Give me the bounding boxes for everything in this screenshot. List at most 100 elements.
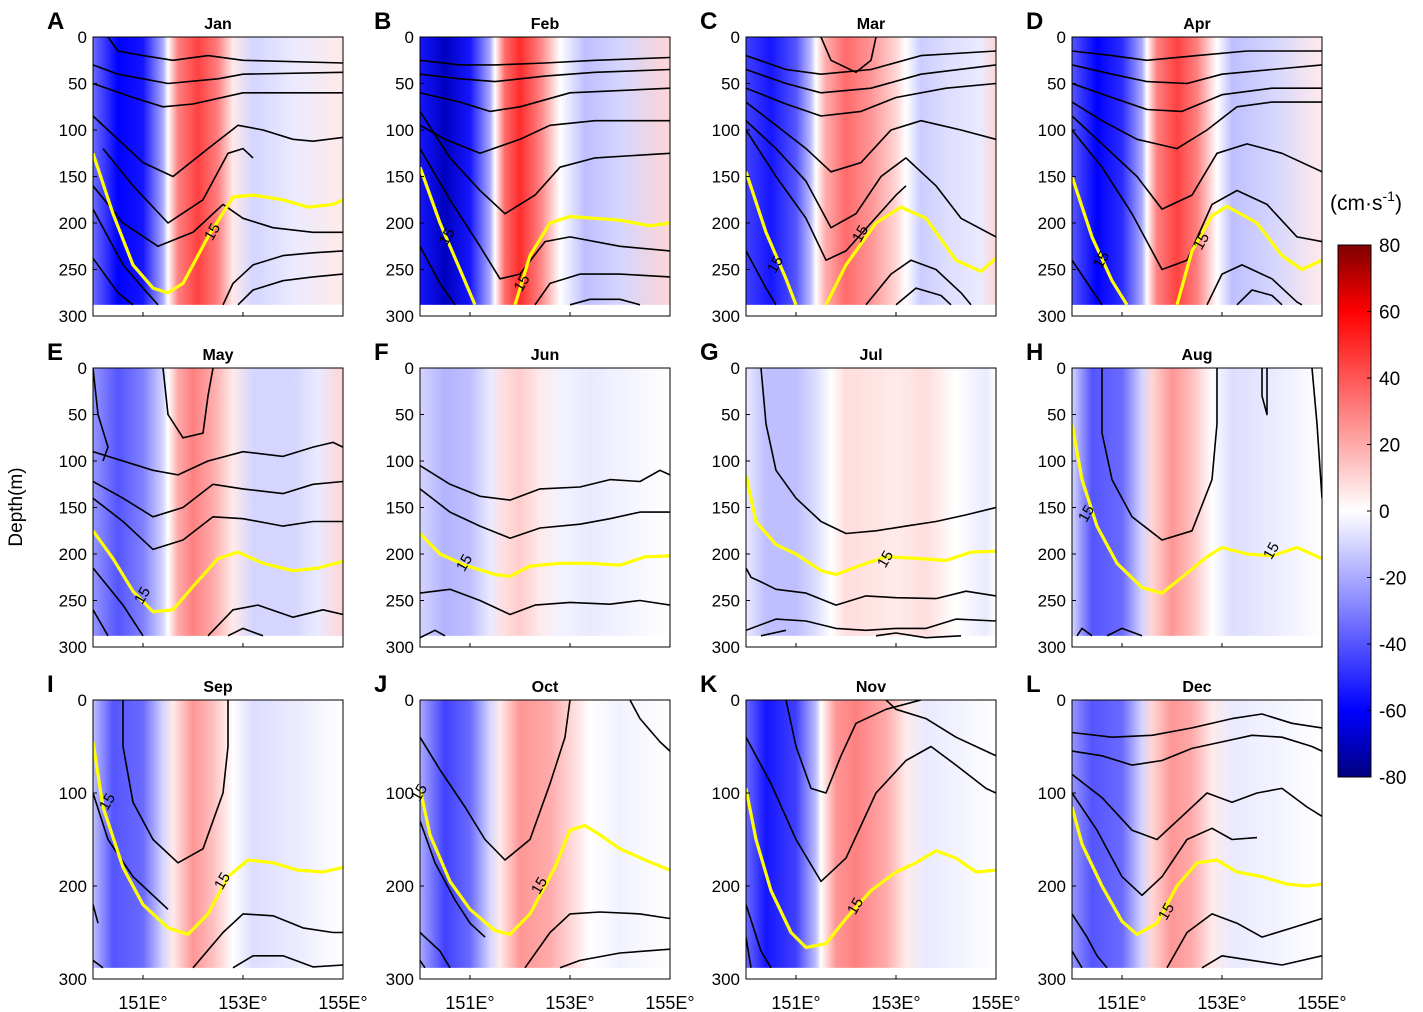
y-tick-label: 0 — [78, 359, 87, 378]
contour-label: 15 — [844, 895, 867, 918]
temperature-contour — [1072, 101, 1322, 150]
y-tick-label: 50 — [1047, 406, 1066, 425]
isotherm-15 — [1072, 806, 1322, 936]
y-tick-label: 0 — [731, 359, 740, 378]
colorbar-tick-label: -80 — [1379, 768, 1406, 789]
temperature-contour — [1166, 913, 1322, 969]
colorbar-tick-label: 0 — [1379, 502, 1390, 523]
isotherm-15 — [93, 529, 343, 614]
y-tick-label: 150 — [1038, 499, 1066, 518]
temperature-contour — [746, 904, 772, 969]
panel-nov: 15 0 100 200 300 151E° 153E° 155E° Nov K — [700, 671, 1021, 1012]
y-tick-label: 0 — [78, 691, 87, 710]
temperature-contour — [895, 287, 952, 306]
temperature-contour — [746, 736, 996, 883]
colorbar-unit-label: (cm·s-1) — [1330, 188, 1402, 215]
temperature-contour — [420, 700, 571, 861]
y-tick-label: 250 — [712, 592, 740, 611]
velocity-field — [93, 700, 343, 968]
x-tick-label: 155E° — [1297, 993, 1346, 1012]
contour-group — [93, 700, 343, 969]
y-tick-label: 150 — [59, 499, 87, 518]
panel-letter: L — [1026, 671, 1041, 698]
y-tick-label: 100 — [1038, 452, 1066, 471]
temperature-contour — [524, 911, 670, 969]
y-tick-label: 250 — [712, 261, 740, 280]
y-tick-label: 0 — [1057, 691, 1066, 710]
panel-letter: E — [47, 339, 63, 366]
y-tick-label: 300 — [386, 970, 414, 989]
y-tick-label: 300 — [1038, 638, 1066, 657]
contour-label: 15 — [874, 548, 897, 571]
temperature-contour — [1201, 955, 1322, 969]
temperature-contour — [1072, 792, 1258, 897]
y-tick-label: 0 — [1057, 28, 1066, 47]
contour-label: 15 — [436, 225, 459, 248]
temperature-contour — [102, 147, 254, 224]
temperature-contour — [93, 497, 343, 551]
y-tick-label: 250 — [59, 261, 87, 280]
temperature-contour — [865, 259, 972, 306]
temperature-contour — [93, 959, 104, 969]
y-tick-label: 100 — [59, 452, 87, 471]
temperature-contour — [93, 792, 169, 910]
temperature-contour — [420, 110, 670, 215]
contour-label: 15 — [849, 222, 872, 245]
isotherm-15 — [93, 741, 343, 936]
temperature-contour — [746, 50, 996, 75]
panels: 15050100150200250300JanA1515050100150200… — [47, 8, 1347, 1012]
x-tick-label: 153E° — [218, 993, 267, 1012]
temperature-contour — [746, 250, 777, 306]
panel-title: Aug — [1181, 347, 1212, 364]
colorbar: 80 60 40 20 0 -20 -40 -60 -80 — [1337, 236, 1406, 789]
temperature-contour — [760, 629, 787, 637]
temperature-contour — [420, 931, 451, 969]
x-tick-label: 155E° — [645, 993, 694, 1012]
temperature-contour — [1101, 368, 1218, 541]
contour-group — [420, 56, 670, 306]
temperature-contour — [420, 68, 670, 83]
axes-frame — [92, 699, 344, 980]
y-tick-label: 100 — [59, 784, 87, 803]
temperature-contour — [746, 64, 996, 94]
y-tick-label: 100 — [1038, 121, 1066, 140]
y-tick-label: 100 — [386, 784, 414, 803]
contour-label: 15 — [1260, 539, 1283, 562]
isotherm-15 — [746, 474, 996, 577]
y-tick-label: 200 — [59, 877, 87, 896]
x-tick-label: 155E° — [318, 993, 367, 1012]
panel-letter: A — [47, 8, 64, 35]
panel-title: Jul — [859, 347, 882, 364]
panel-title: Jun — [531, 347, 559, 364]
y-tick-label: 150 — [712, 168, 740, 187]
isotherm-15 — [420, 166, 477, 306]
x-tick-label: 151E° — [1097, 993, 1146, 1012]
colorbar-tick-label: 40 — [1379, 369, 1400, 390]
temperature-contour — [785, 700, 922, 794]
temperature-contour — [207, 604, 343, 637]
panel-title: May — [202, 347, 233, 364]
y-tick-label: 200 — [386, 877, 414, 896]
y-tick-label: 100 — [59, 121, 87, 140]
contour-label: 15 — [201, 221, 224, 244]
contour-group — [1072, 713, 1322, 969]
y-tick-label: 250 — [386, 592, 414, 611]
y-tick-label: 150 — [386, 168, 414, 187]
y-tick-label: 50 — [395, 406, 414, 425]
y-tick-label: 300 — [386, 638, 414, 657]
temperature-contour — [760, 368, 996, 535]
y-tick-label: 300 — [712, 307, 740, 326]
temperature-contour — [93, 208, 159, 306]
temperature-contour — [232, 955, 343, 969]
y-tick-label: 50 — [68, 406, 87, 425]
temperature-contour — [420, 820, 486, 938]
contour-label: 15 — [131, 584, 154, 607]
colorbar-unit-exponent: -1 — [1382, 188, 1395, 204]
temperature-contour — [1311, 368, 1322, 499]
contour-group — [1072, 368, 1322, 637]
temperature-contour — [559, 948, 670, 969]
